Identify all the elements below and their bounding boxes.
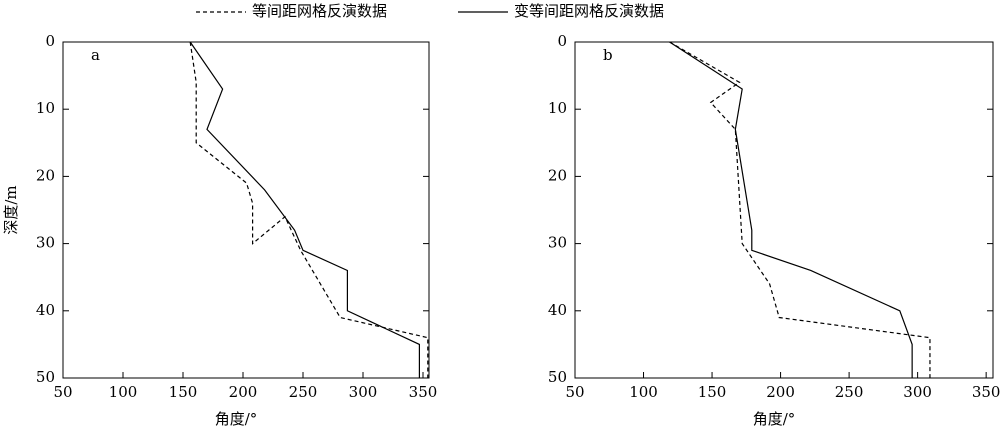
y-tick-label: 30 [36, 234, 55, 252]
y-tick-label: 0 [45, 32, 55, 50]
x-tick-label: 200 [229, 383, 258, 401]
data-line [189, 41, 420, 378]
x-tick-label: 300 [903, 383, 932, 401]
panel-label: b [603, 46, 613, 64]
y-tick-label: 0 [557, 32, 567, 50]
x-tick-label: 150 [169, 383, 198, 401]
x-tick-label: 300 [349, 383, 378, 401]
y-tick-label: 40 [548, 301, 567, 319]
x-axis-label: 角度/° [753, 410, 796, 428]
x-tick-label: 250 [835, 383, 864, 401]
y-tick-label: 30 [548, 234, 567, 252]
x-tick-label: 200 [766, 383, 795, 401]
y-tick-label: 10 [548, 99, 567, 117]
y-tick-label: 40 [36, 301, 55, 319]
panel-label: a [91, 46, 100, 64]
plot-frame [574, 41, 994, 379]
x-tick-label: 50 [53, 383, 72, 401]
y-tick-label: 20 [548, 166, 567, 184]
legend-label: 等间距网格反演数据 [252, 2, 387, 20]
x-tick-label: 250 [289, 383, 318, 401]
y-tick-label: 10 [36, 99, 55, 117]
y-tick-label: 50 [548, 368, 567, 386]
x-axis-label: 角度/° [215, 410, 258, 428]
x-tick-label: 350 [972, 383, 1000, 401]
data-line [189, 41, 429, 378]
data-line [669, 41, 931, 378]
data-line [669, 41, 913, 378]
x-tick-label: 350 [409, 383, 438, 401]
y-tick-label: 50 [36, 368, 55, 386]
y-axis-label: 深度/m [2, 185, 20, 234]
x-tick-label: 100 [629, 383, 658, 401]
x-tick-label: 150 [698, 383, 727, 401]
x-tick-label: 50 [565, 383, 584, 401]
legend-label: 变等间距网格反演数据 [514, 2, 664, 20]
y-tick-label: 20 [36, 166, 55, 184]
plot-frame [62, 41, 430, 379]
x-tick-label: 100 [109, 383, 138, 401]
